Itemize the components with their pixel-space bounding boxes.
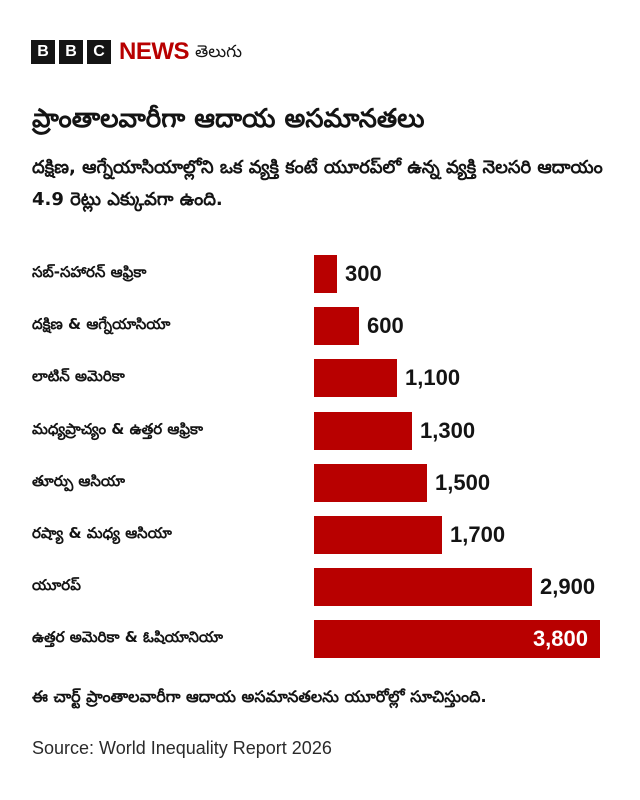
value-label: 600 bbox=[367, 313, 404, 338]
bbc-letter-b2: B bbox=[59, 40, 83, 64]
chart-note: ఈ చార్ట్ ప్రాంతాలవారీగా ఆదాయ అసమానతలను య… bbox=[32, 687, 487, 706]
bar bbox=[314, 359, 397, 397]
category-label: రష్యా & మధ్య ఆసియా bbox=[32, 524, 172, 542]
bar-row: లాటిన్ అమెరికా 1,100 bbox=[0, 359, 640, 397]
source-line: Source: World Inequality Report 2026 bbox=[32, 738, 332, 758]
bar bbox=[314, 464, 427, 502]
bar-row: యూరప్ 2,900 bbox=[0, 568, 640, 606]
category-label: దక్షిణ & ఆగ్నేయాసియా bbox=[32, 315, 171, 333]
category-label: యూరప్ bbox=[32, 576, 81, 594]
bar-row: దక్షిణ & ఆగ్నేయాసియా 600 bbox=[0, 307, 640, 345]
bar bbox=[314, 412, 412, 450]
bbc-letter-c: C bbox=[87, 40, 111, 64]
bar bbox=[314, 516, 442, 554]
bar bbox=[314, 307, 359, 345]
bar-row: రష్యా & మధ్య ఆసియా 1,700 bbox=[0, 516, 640, 554]
value-label: 300 bbox=[345, 261, 382, 286]
bar bbox=[314, 620, 600, 658]
bar-row: సబ్-సహారన్ ఆఫ్రికా 300 bbox=[0, 255, 640, 293]
value-label: 1,500 bbox=[435, 470, 491, 495]
category-label: సబ్-సహారన్ ఆఫ్రికా bbox=[32, 263, 147, 281]
bar-row: తూర్పు ఆసియా 1,500 bbox=[0, 464, 640, 502]
value-label: 1,100 bbox=[405, 365, 461, 390]
value-label: 3,800 bbox=[532, 626, 588, 651]
category-label: లాటిన్ అమెరికా bbox=[32, 367, 125, 385]
bar bbox=[314, 568, 532, 606]
bar bbox=[314, 255, 337, 293]
value-label: 1,700 bbox=[450, 522, 506, 547]
bar-row: ఉత్తర అమెరికా & ఓషియానియా 3,800 bbox=[0, 620, 640, 658]
language-label: తెలుగు bbox=[195, 42, 242, 62]
chart-title: ప్రాంతాలవారీగా ఆదాయ అసమానతలు bbox=[32, 104, 425, 134]
bbc-news-telugu-logo: B B C NEWS తెలుగు bbox=[31, 40, 242, 64]
bar-row: మధ్యప్రాచ్యం & ఉత్తర ఆఫ్రికా 1,300 bbox=[0, 412, 640, 450]
category-label: మధ్యప్రాచ్యం & ఉత్తర ఆఫ్రికా bbox=[32, 420, 203, 438]
bbc-letter-b1: B bbox=[31, 40, 55, 64]
value-label: 1,300 bbox=[420, 418, 476, 443]
category-label: తూర్పు ఆసియా bbox=[32, 472, 126, 490]
value-label: 2,900 bbox=[540, 574, 596, 599]
news-wordmark: NEWS bbox=[119, 38, 190, 65]
chart-subtitle: దక్షిణ, ఆగ్నేయాసియాల్లోని ఒక వ్యక్తి కంట… bbox=[32, 157, 603, 210]
category-label: ఉత్తర అమెరికా & ఓషియానియా bbox=[32, 628, 223, 646]
